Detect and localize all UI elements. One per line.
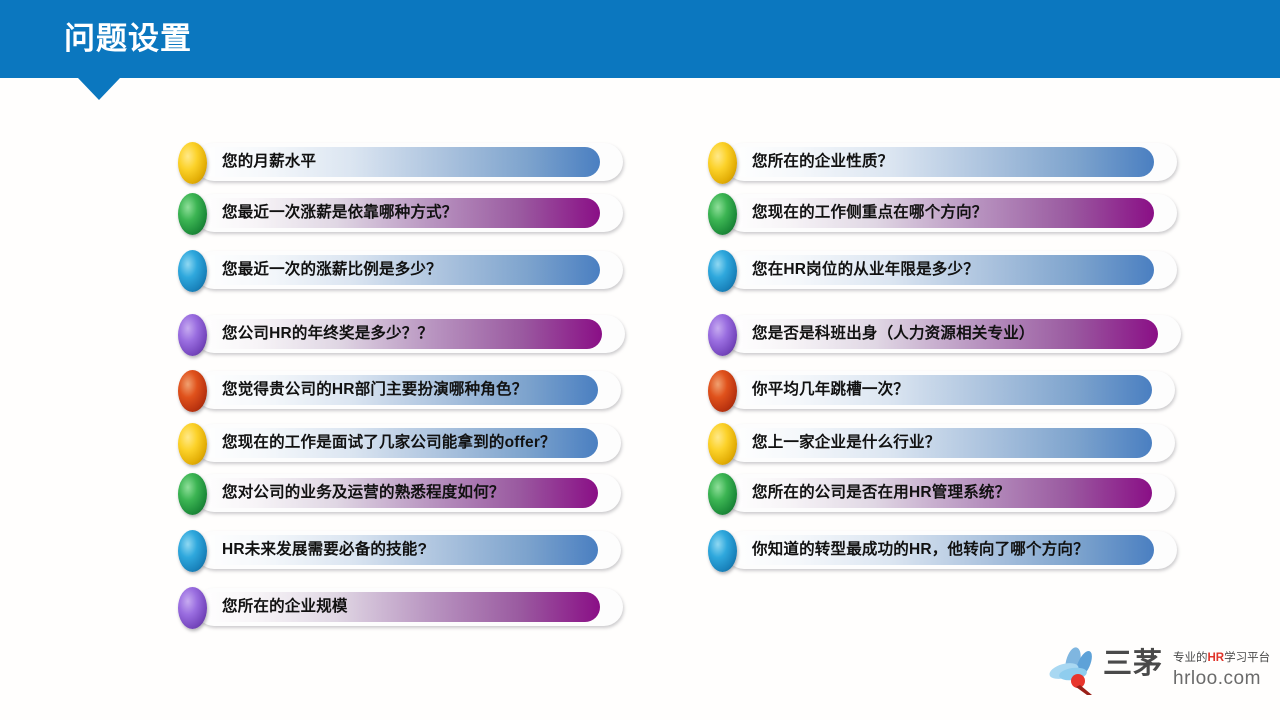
question-bullet-icon <box>178 423 207 465</box>
brand-url: hrloo.com <box>1173 668 1261 689</box>
question-gradient-bar <box>730 319 1158 349</box>
question-bullet-icon <box>178 314 207 356</box>
question-gradient-bar <box>730 535 1154 565</box>
question-bullet-icon <box>708 314 737 356</box>
down-triangle-marker-icon <box>78 78 120 100</box>
question-bullet-icon <box>178 530 207 572</box>
question-label: 您现在的工作是面试了几家公司能拿到的offer？ <box>222 434 556 451</box>
question-label: HR未来发展需要必备的技能? <box>222 541 428 558</box>
question-bullet-icon <box>708 473 737 515</box>
question-label: 您所在的公司是否在用HR管理系统？ <box>752 484 1011 501</box>
page-title: 问题设置 <box>64 21 192 56</box>
question-label: 您上一家企业是什么行业？ <box>752 434 941 451</box>
question-label: 您最近一次的涨薪比例是多少？ <box>222 261 442 278</box>
question-bullet-icon <box>178 370 207 412</box>
question-gradient-bar <box>200 319 602 349</box>
question-bullet-icon <box>708 250 737 292</box>
question-bullet-icon <box>178 587 207 629</box>
brand-tagline: 专业的HR学习平台 <box>1173 649 1270 665</box>
question-bullet-icon <box>708 142 737 184</box>
question-bullet-icon <box>178 473 207 515</box>
question-bullet-icon <box>178 142 207 184</box>
header-bar <box>0 0 1280 78</box>
question-label: 您现在的工作侧重点在哪个方向？ <box>752 204 988 221</box>
question-gradient-bar <box>200 592 600 622</box>
question-bullet-icon <box>178 250 207 292</box>
question-gradient-bar <box>200 478 598 508</box>
question-label: 您所在的企业规模 <box>222 598 348 615</box>
question-gradient-bar <box>200 198 600 228</box>
question-gradient-bar <box>730 428 1152 458</box>
question-gradient-bar <box>730 147 1154 177</box>
question-bullet-icon <box>708 370 737 412</box>
brand-logo: 三茅 专业的HR学习平台 hrloo.com <box>1040 645 1270 700</box>
question-bullet-icon <box>708 423 737 465</box>
question-label: 您在HR岗位的从业年限是多少？ <box>752 261 979 278</box>
question-label: 您所在的企业性质？ <box>752 153 894 170</box>
question-label: 您是否是科班出身（人力资源相关专业） <box>752 325 1035 342</box>
question-gradient-bar <box>200 375 598 405</box>
tagline-pre: 专业的 <box>1173 652 1208 664</box>
question-label: 你知道的转型最成功的HR，他转向了哪个方向？ <box>752 541 1089 558</box>
question-gradient-bar <box>730 255 1154 285</box>
question-gradient-bar <box>200 255 600 285</box>
question-label: 您最近一次涨薪是依靠哪种方式？ <box>222 204 458 221</box>
question-label: 你平均几年跳槽一次？ <box>752 381 910 398</box>
question-gradient-bar <box>730 478 1152 508</box>
question-label: 您对公司的业务及运营的熟悉程度如何？ <box>222 484 505 501</box>
question-gradient-bar <box>200 428 598 458</box>
question-label: 您公司HR的年终奖是多少？？ <box>222 325 434 342</box>
question-label: 您的月薪水平 <box>222 153 317 170</box>
question-gradient-bar <box>730 198 1154 228</box>
question-gradient-bar <box>200 535 598 565</box>
question-gradient-bar <box>200 147 600 177</box>
question-bullet-icon <box>708 193 737 235</box>
question-bullet-icon <box>178 193 207 235</box>
tagline-post: 学习平台 <box>1224 652 1271 664</box>
question-gradient-bar <box>730 375 1152 405</box>
tagline-hr: HR <box>1207 652 1225 664</box>
dragonfly-logo-icon <box>1049 647 1092 695</box>
question-label: 您觉得贵公司的HR部门主要扮演哪种角色？ <box>222 381 528 398</box>
brand-name: 三茅 <box>1103 648 1164 680</box>
question-bullet-icon <box>708 530 737 572</box>
